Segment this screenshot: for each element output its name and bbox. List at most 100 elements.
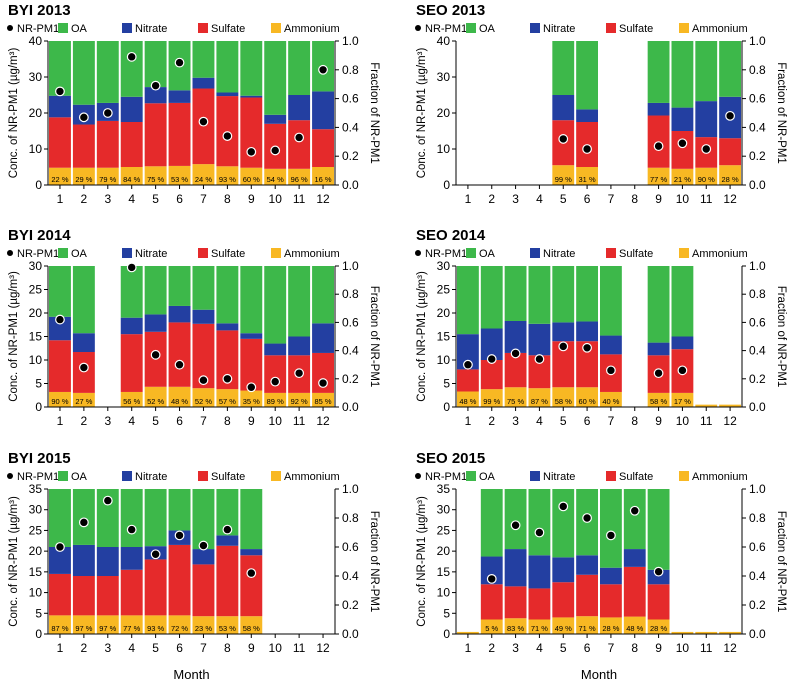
y-tick-label: 25	[29, 523, 43, 537]
fraction-point	[126, 51, 137, 62]
bar-nitrate	[288, 95, 311, 121]
legend-sulfate-label: Sulfate	[211, 471, 245, 483]
x-tick-label: 1	[465, 641, 472, 655]
fraction-point	[582, 144, 592, 154]
x-tick-label: 9	[248, 414, 255, 428]
x-tick-label: 10	[269, 192, 283, 206]
pct-label: 60 %	[243, 175, 260, 184]
bar-nitrate	[192, 549, 215, 565]
bar-oa	[480, 266, 503, 329]
legend-ammonium-label: Ammonium	[692, 248, 748, 260]
y-tick-label: 15	[437, 565, 451, 579]
bar-ammonium	[312, 167, 334, 185]
bar-nitrate	[552, 557, 575, 583]
y2-tick-label: 0.0	[749, 400, 766, 414]
y2-tick-label: 0.4	[342, 344, 359, 358]
y-tick-label: 20	[29, 106, 43, 120]
bar-oa	[49, 489, 71, 547]
legend-ammonium-label: Ammonium	[692, 471, 748, 483]
legend-oa-label: OA	[71, 471, 88, 483]
bar-nitrate	[144, 87, 167, 104]
y-axis-title: Conc. of NR-PM1 (µg/m³)	[416, 48, 428, 179]
legend-sulfate-swatch	[198, 471, 208, 481]
x-tick-label: 2	[488, 192, 495, 206]
y2-tick-label: 0.8	[342, 511, 359, 525]
bar-ammonium	[288, 168, 311, 185]
y-axis-title: Conc. of NR-PM1 (µg/m³)	[8, 48, 20, 179]
bar-oa	[72, 266, 95, 334]
pct-label: 27 %	[75, 397, 92, 406]
x-tick-label: 8	[631, 641, 638, 655]
bar-nitrate	[480, 556, 503, 585]
bar-nitrate	[312, 91, 334, 130]
bar-nitrate	[600, 567, 622, 585]
bar-oa	[647, 489, 670, 570]
x-tick-label: 8	[224, 192, 231, 206]
bar-oa	[695, 41, 718, 102]
x-tick-label: 1	[57, 414, 64, 428]
fraction-point	[534, 354, 545, 364]
legend-ammonium-swatch	[679, 248, 689, 258]
bar-nitrate	[647, 102, 670, 116]
fraction-point	[222, 131, 233, 141]
y2-tick-label: 0.6	[342, 92, 359, 106]
x-tick-label: 8	[224, 414, 231, 428]
pct-label: 48 %	[626, 624, 643, 633]
y-tick-label: 10	[437, 586, 451, 600]
bar-oa	[719, 41, 741, 97]
y-tick-label: 30	[437, 259, 451, 273]
pct-label: 97 %	[75, 624, 92, 633]
bar-ammonium	[120, 167, 143, 185]
bar-oa	[144, 489, 167, 547]
y-tick-label: 10	[29, 142, 43, 156]
x-tick-label: 6	[176, 192, 183, 206]
y-tick-label: 0	[35, 627, 42, 641]
y-tick-label: 30	[29, 70, 43, 84]
fraction-point	[653, 368, 664, 379]
y2-tick-label: 0.6	[342, 315, 359, 329]
bar-oa	[480, 489, 503, 557]
y-tick-label: 0	[443, 627, 450, 641]
fraction-point	[78, 517, 89, 528]
y-tick-label: 15	[437, 330, 451, 344]
fraction-point	[318, 64, 328, 75]
x-tick-label: 3	[104, 414, 111, 428]
bar-oa	[552, 266, 575, 323]
y-tick-label: 0	[35, 400, 42, 414]
bar-oa	[647, 266, 670, 343]
bar-oa	[96, 489, 119, 547]
legend-nrpm1-label: NR-PM1	[425, 471, 467, 483]
x-tick-label: 5	[152, 192, 159, 206]
y-tick-label: 30	[29, 259, 43, 273]
y2-tick-label: 1.0	[342, 259, 359, 273]
bar-nitrate	[72, 333, 95, 353]
bar-nitrate	[600, 335, 622, 355]
bar-ammonium	[719, 404, 741, 407]
x-tick-label: 12	[316, 192, 330, 206]
x-tick-label: 4	[536, 641, 543, 655]
legend-oa-swatch	[466, 471, 476, 481]
x-tick-label: 11	[293, 414, 306, 428]
x-tick-label: 9	[655, 414, 662, 428]
x-tick-label: 8	[224, 641, 231, 655]
bar-ammonium	[480, 619, 503, 634]
y-tick-label: 20	[29, 306, 43, 320]
bar-oa	[600, 266, 622, 336]
bar-sulfate	[120, 569, 143, 616]
bar-nitrate	[457, 334, 479, 370]
fraction-point	[294, 132, 305, 143]
pct-label: 58 %	[243, 624, 260, 633]
pct-label: 77 %	[650, 175, 667, 184]
pct-label: 31 %	[579, 175, 596, 184]
x-tick-label: 2	[488, 641, 495, 655]
bar-oa	[240, 41, 263, 96]
y2-tick-label: 0.6	[749, 92, 766, 106]
bar-oa	[168, 266, 191, 306]
bar-ammonium	[623, 616, 646, 634]
bar-oa	[168, 489, 191, 531]
fraction-point	[463, 359, 473, 370]
bar-oa	[72, 489, 95, 545]
x-tick-label: 1	[57, 192, 64, 206]
bar-nitrate	[96, 547, 119, 576]
pct-label: 52 %	[147, 397, 164, 406]
